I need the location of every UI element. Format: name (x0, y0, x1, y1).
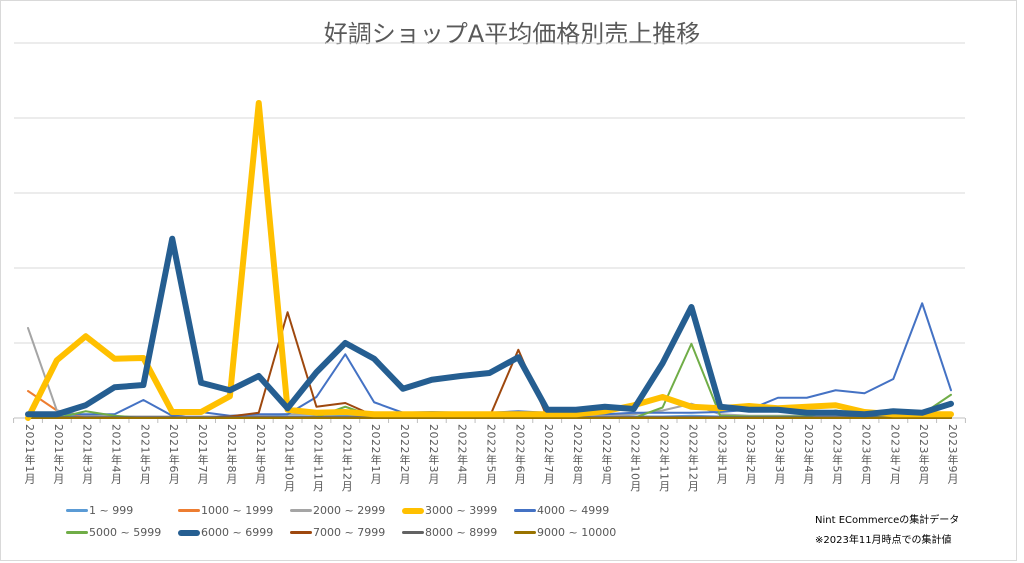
legend-label: 9000 ~ 10000 (537, 526, 617, 539)
x-tick-label: 2021年8月 (224, 424, 238, 485)
asof-note: ※2023年11月時点での集計値 (815, 535, 952, 546)
x-tick-label: 2021年9月 (253, 424, 267, 485)
x-tick-label: 2022年4月 (455, 424, 469, 485)
x-tick-label: 2021年10月 (282, 424, 296, 492)
legend-swatch (178, 509, 200, 512)
legend-item: 2000 ~ 2999 (290, 504, 385, 517)
x-tick-label: 2022年9月 (599, 424, 613, 485)
x-tick-label: 2021年4月 (109, 424, 123, 485)
x-tick-label: 2023年3月 (772, 424, 786, 485)
legend-swatch (514, 509, 536, 512)
legend-swatch (514, 531, 536, 534)
x-tick-label: 2021年3月 (80, 424, 94, 485)
x-tick-label: 2022年12月 (686, 424, 700, 492)
legend-swatch (66, 531, 88, 534)
legend-item: 3000 ~ 3999 (402, 504, 497, 517)
x-tick-label: 2021年12月 (340, 424, 354, 492)
legend-label: 2000 ~ 2999 (313, 504, 386, 517)
legend-item: 1000 ~ 1999 (178, 504, 273, 517)
x-tick-label: 2022年1月 (369, 424, 383, 485)
x-tick-label: 2022年7月 (542, 424, 556, 485)
legend-label: 1 ~ 999 (89, 504, 134, 517)
legend-label: 3000 ~ 3999 (425, 504, 498, 517)
legend-item: 7000 ~ 7999 (290, 526, 385, 539)
legend-label: 7000 ~ 7999 (313, 526, 386, 539)
legend-swatch (178, 529, 200, 536)
x-tick-label: 2023年9月 (946, 424, 959, 485)
series-line (25, 235, 954, 418)
x-tick-label: 2021年1月 (23, 424, 36, 485)
legend-item: 5000 ~ 5999 (66, 526, 161, 539)
legend-label: 8000 ~ 8999 (425, 526, 498, 539)
x-tick-label: 2023年7月 (888, 424, 902, 485)
legend-label: 5000 ~ 5999 (89, 526, 162, 539)
x-tick-label: 2023年2月 (744, 424, 758, 485)
legend-swatch (66, 509, 88, 512)
legend-swatch (402, 507, 424, 514)
legend-label: 6000 ~ 6999 (201, 526, 274, 539)
legend-swatch (290, 509, 312, 512)
x-tick-label: 2021年6月 (167, 424, 181, 485)
legend-item: 8000 ~ 8999 (402, 526, 497, 539)
legend-swatch (290, 531, 312, 534)
x-tick-label: 2022年11月 (657, 424, 671, 492)
series-line (25, 100, 954, 421)
legend-item: 1 ~ 999 (66, 504, 133, 517)
x-tick-label: 2022年3月 (426, 424, 440, 485)
x-tick-label: 2021年2月 (51, 424, 65, 485)
legend-swatch (402, 531, 424, 534)
x-tick-label: 2022年2月 (397, 424, 411, 485)
x-tick-label: 2022年10月 (628, 424, 642, 492)
legend-label: 1000 ~ 1999 (201, 504, 274, 517)
legend-label: 4000 ~ 4999 (537, 504, 610, 517)
x-tick-label: 2023年4月 (801, 424, 815, 485)
x-tick-label: 2022年6月 (513, 424, 527, 485)
x-tick-label: 2021年11月 (311, 424, 325, 492)
x-tick-label: 2022年8月 (571, 424, 585, 485)
x-tick-label: 2023年6月 (859, 424, 873, 485)
x-tick-label: 2023年5月 (830, 424, 844, 485)
x-tick-label: 2021年7月 (196, 424, 210, 485)
x-tick-label: 2023年8月 (917, 424, 931, 485)
legend-item: 6000 ~ 6999 (178, 526, 273, 539)
legend-item: 9000 ~ 10000 (514, 526, 616, 539)
x-tick-label: 2021年5月 (138, 424, 152, 485)
source-note: Nint ECommerceの集計データ (815, 515, 960, 526)
x-tick-label: 2023年1月 (715, 424, 729, 485)
legend-item: 4000 ~ 4999 (514, 504, 609, 517)
x-tick-label: 2022年5月 (484, 424, 498, 485)
